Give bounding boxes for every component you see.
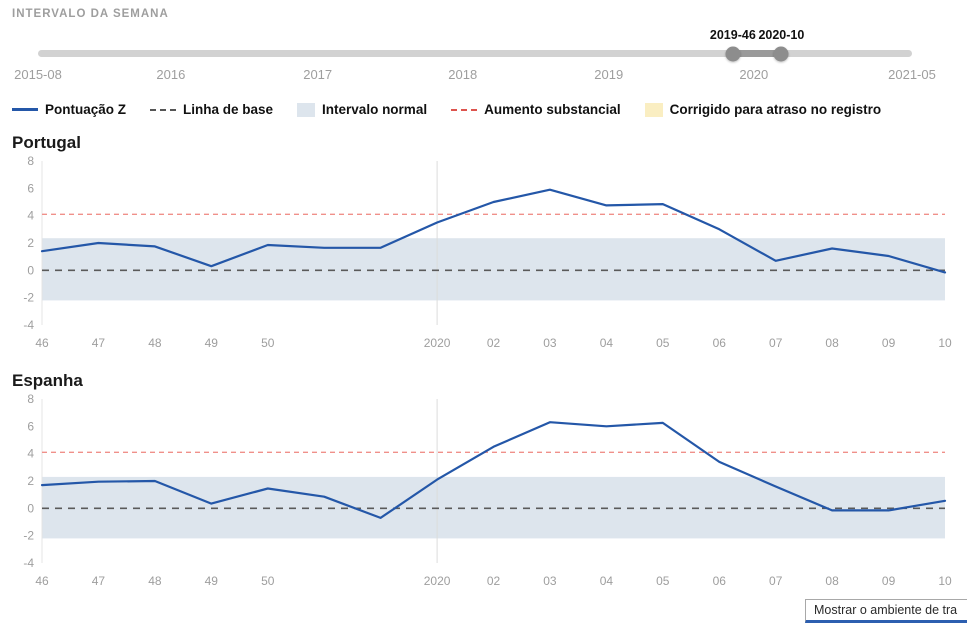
- x-tick-label: 48: [148, 336, 162, 350]
- status-tooltip: Mostrar o ambiente de tra: [805, 599, 967, 623]
- x-tick-label: 03: [543, 574, 557, 588]
- legend-swatch-line: [12, 108, 38, 111]
- legend-swatch-dash: [451, 108, 478, 111]
- legend-label: Intervalo normal: [322, 102, 428, 117]
- x-tick-label: 09: [882, 574, 896, 588]
- x-tick-label: 10: [938, 574, 952, 588]
- y-tick-label: 2: [27, 236, 34, 250]
- y-tick-label: 6: [27, 181, 34, 195]
- y-tick-label: -2: [23, 291, 34, 305]
- x-tick-label: 49: [205, 574, 219, 588]
- slider-axis-label: 2016: [156, 67, 186, 82]
- x-tick-label: 07: [769, 574, 783, 588]
- page: INTERVALO DA SEMANA 2019-46 2020-10 2015…: [10, 8, 957, 593]
- slider-selected-range[interactable]: [732, 50, 781, 57]
- x-tick-label: 10: [938, 336, 952, 350]
- y-tick-label: 4: [27, 209, 34, 223]
- x-tick-label: 09: [882, 336, 896, 350]
- chart-espanha: -4 -2 0 2 4 6 8 46 47 48 49 50 2020 02 03 04 05 06 07 08 09 1…: [10, 393, 957, 593]
- y-tick-label: -4: [23, 556, 34, 570]
- legend-item: Pontuação Z: [12, 102, 126, 117]
- legend-item: Intervalo normal: [297, 102, 427, 117]
- y-tick-label: 2: [27, 474, 34, 488]
- legend-item: Corrigido para atraso no registro: [644, 102, 882, 117]
- week-interval-label: INTERVALO DA SEMANA: [12, 8, 169, 20]
- x-tick-label: 08: [825, 574, 839, 588]
- legend-swatch-box: [644, 102, 663, 117]
- x-tick-label: 50: [261, 336, 275, 350]
- x-tick-label: 02: [487, 574, 501, 588]
- x-tick-label: 06: [713, 336, 727, 350]
- x-tick-label: 02: [487, 336, 501, 350]
- y-tick-label: 6: [27, 419, 34, 433]
- legend-label: Pontuação Z: [45, 102, 127, 117]
- slider-axis: 2015-08 2016 2017 2018 2019 2020 2021-05: [14, 58, 936, 90]
- slider-handle-start[interactable]: [725, 46, 741, 61]
- legend-item: Linha de base: [150, 102, 273, 117]
- slider-track[interactable]: [38, 50, 912, 57]
- x-tick-label: 47: [92, 336, 106, 350]
- x-tick-label: 2020: [424, 574, 451, 588]
- x-tick-label: 04: [600, 574, 614, 588]
- chart-portugal: -4 -2 0 2 4 6 8 46 47 48 49 50 2020 02 03 04 05 06 07 08 09 1…: [10, 155, 957, 355]
- legend-item: Aumento substancial: [451, 102, 621, 117]
- slider-axis-label: 2018: [448, 67, 478, 82]
- week-range-slider[interactable]: 2019-46 2020-10: [38, 28, 912, 61]
- legend-label: Corrigido para atraso no registro: [669, 102, 882, 117]
- x-tick-label: 05: [656, 336, 670, 350]
- legend-swatch-dash: [150, 108, 177, 111]
- y-tick-label: 0: [27, 263, 34, 277]
- chart-title-portugal: Portugal: [12, 133, 81, 152]
- x-tick-label: 03: [543, 336, 557, 350]
- chart-section-espanha: Espanha -4 -2 0 2 4 6 8 46 47 48 49 50 2020 02 03 04 05 0…: [10, 371, 957, 593]
- x-tick-label: 2020: [424, 336, 451, 350]
- y-tick-label: 4: [27, 447, 34, 461]
- legend: Pontuação Z Linha de base Intervalo normal…: [12, 102, 957, 117]
- slider-axis-label: 2020: [739, 67, 769, 82]
- z-score-line: [40, 188, 947, 274]
- chart-section-portugal: Portugal -4 -2 0 2 4 6 8 46 47 48 49 50 2020 02 03 04 05…: [10, 133, 957, 355]
- slider-axis-label: 2019: [594, 67, 624, 82]
- y-tick-label: 8: [27, 155, 34, 168]
- x-tick-label: 04: [600, 336, 614, 350]
- y-tick-label: 0: [27, 501, 34, 515]
- z-score-line: [40, 421, 947, 520]
- slider-end-value: 2020-10: [757, 28, 805, 42]
- x-tick-label: 50: [261, 574, 275, 588]
- y-tick-label: -4: [23, 318, 34, 332]
- legend-label: Aumento substancial: [484, 102, 621, 117]
- legend-label: Linha de base: [183, 102, 274, 117]
- slider-axis-label: 2017: [303, 67, 333, 82]
- x-tick-label: 47: [92, 574, 106, 588]
- legend-swatch-box: [297, 102, 316, 117]
- x-tick-label: 46: [35, 336, 49, 350]
- x-tick-label: 05: [656, 574, 670, 588]
- slider-axis-label: 2015-08: [14, 67, 62, 82]
- slider-axis-label: 2021-05: [888, 67, 936, 82]
- x-tick-label: 46: [35, 574, 49, 588]
- chart-title-espanha: Espanha: [12, 371, 83, 390]
- normal-range-band: [42, 238, 945, 301]
- x-tick-label: 06: [713, 574, 727, 588]
- normal-range-band: [42, 476, 945, 539]
- y-tick-label: 8: [27, 393, 34, 406]
- slider-start-value: 2019-46: [709, 28, 756, 42]
- slider-handle-end[interactable]: [773, 46, 789, 61]
- x-tick-label: 49: [205, 336, 219, 350]
- x-tick-label: 08: [825, 336, 839, 350]
- x-tick-label: 48: [148, 574, 162, 588]
- x-tick-label: 07: [769, 336, 783, 350]
- y-tick-label: -2: [23, 529, 34, 543]
